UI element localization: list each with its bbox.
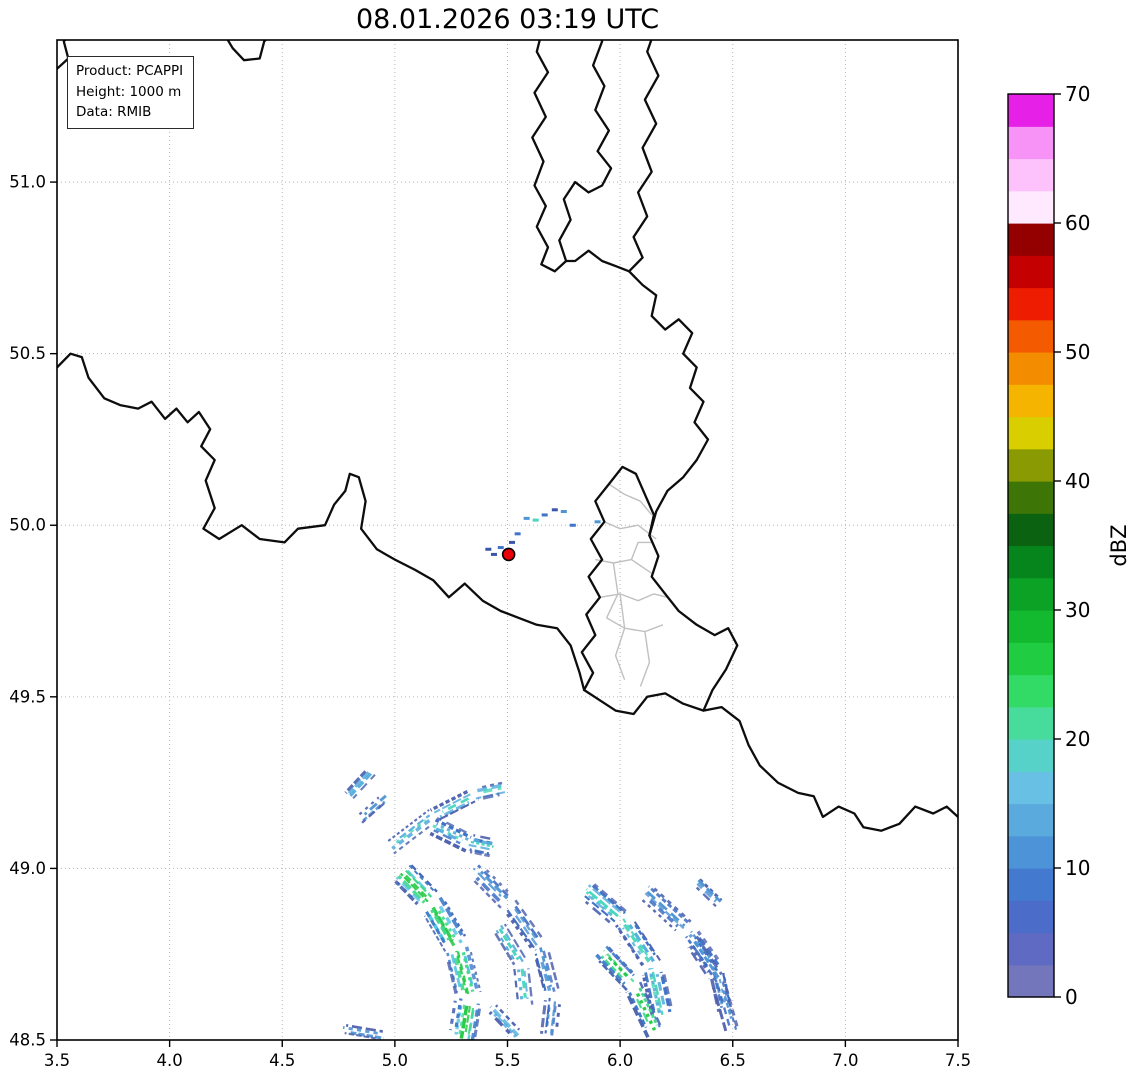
x-axis-tick-label: 5.0 bbox=[382, 1051, 408, 1070]
country-borders bbox=[57, 40, 958, 832]
y-axis-tick-label: 50.0 bbox=[9, 516, 46, 535]
colorbar-tick-label: 20 bbox=[1065, 727, 1090, 751]
x-axis-tick-label: 7.0 bbox=[832, 1051, 858, 1070]
y-axis-tick-label: 49.5 bbox=[9, 687, 46, 706]
colorbar-tick-label: 10 bbox=[1065, 856, 1090, 880]
product-info-box: Product: PCAPPI Height: 1000 m Data: RMI… bbox=[67, 56, 195, 129]
x-axis-tick-label: 7.5 bbox=[945, 1051, 971, 1070]
info-height-line: Height: 1000 m bbox=[76, 83, 182, 100]
y-axis-tick-label: 48.5 bbox=[9, 1031, 46, 1050]
colorbar-tick-label: 40 bbox=[1065, 469, 1090, 493]
colorbar-tick-label: 70 bbox=[1065, 82, 1090, 106]
radar-echoes bbox=[342, 508, 739, 1040]
x-axis: 3.5 4.0 4.5 5.0 5.5 6.0 6.5 7.0 7.5 bbox=[44, 1040, 971, 1070]
colorbar-tick-label: 60 bbox=[1065, 211, 1090, 235]
x-axis-tick-label: 6.5 bbox=[720, 1051, 746, 1070]
x-axis-tick-label: 5.5 bbox=[494, 1051, 520, 1070]
y-axis-tick-label: 50.5 bbox=[9, 344, 46, 363]
info-data-source-line: Data: RMIB bbox=[76, 104, 152, 121]
info-product-line: Product: PCAPPI bbox=[76, 63, 184, 79]
colorbar-unit-label: dBZ bbox=[1107, 524, 1131, 566]
y-axis-tick-label: 51.0 bbox=[9, 173, 46, 192]
y-axis: 48.5 49.0 49.5 50.0 50.5 51.0 bbox=[9, 173, 57, 1050]
figure-title: 08.01.2026 03:19 UTC bbox=[355, 4, 660, 35]
colorbar-tick-label: 50 bbox=[1065, 340, 1090, 364]
x-axis-tick-label: 4.0 bbox=[157, 1051, 183, 1070]
canton-borders bbox=[595, 483, 668, 687]
colorbar-tick-label: 30 bbox=[1065, 598, 1090, 622]
x-axis-tick-label: 4.5 bbox=[269, 1051, 295, 1070]
colorbar-tick-label: 0 bbox=[1065, 985, 1078, 1009]
x-axis-tick-label: 6.0 bbox=[607, 1051, 633, 1070]
x-axis-tick-label: 3.5 bbox=[44, 1051, 70, 1070]
radar-site-marker bbox=[501, 547, 516, 562]
y-axis-tick-label: 49.0 bbox=[9, 859, 46, 878]
colorbar-frame bbox=[1007, 93, 1055, 998]
colorbar: 0 10 20 30 40 50 60 70 dBZ bbox=[1007, 82, 1131, 1009]
